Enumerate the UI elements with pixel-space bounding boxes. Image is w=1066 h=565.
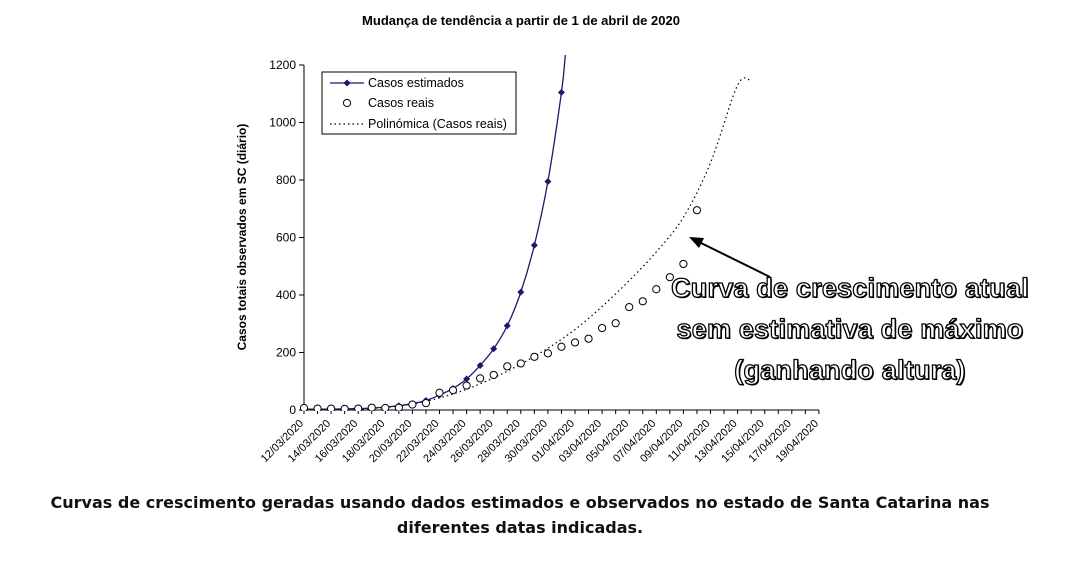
legend-label-polinomica: Polinómica (Casos reais) <box>368 117 507 131</box>
series-reais-point <box>381 403 390 411</box>
series-reais-point <box>300 403 309 411</box>
series-reais-point <box>652 285 661 294</box>
annotation-line-3: (ganhando altura) <box>734 354 967 385</box>
figure-caption: Curvas de crescimento geradas usando dad… <box>40 490 1000 540</box>
caption-line-1: Curvas de crescimento geradas usando dad… <box>50 493 990 512</box>
series-reais-point <box>638 297 647 306</box>
series-estimados-point <box>463 375 471 383</box>
y-tick-label: 200 <box>276 346 296 360</box>
series-estimados-point <box>557 88 565 96</box>
legend: Casos estimados Casos reais Polinómica (… <box>321 71 517 135</box>
series-layer <box>300 55 752 411</box>
series-estimados-point <box>544 177 552 185</box>
series-reais-point <box>570 338 580 347</box>
series-reais-point <box>313 404 322 411</box>
series-estimados-point <box>490 345 498 353</box>
series-estimados-point <box>476 361 484 369</box>
series-reais-point <box>584 334 593 343</box>
series-reais-point <box>340 404 349 411</box>
y-tick-label: 800 <box>276 173 296 187</box>
series-estimados-point <box>530 241 538 249</box>
series-reais-point <box>367 403 376 411</box>
annotation-arrow <box>689 237 771 278</box>
series-reais-point <box>679 259 688 269</box>
legend-label-reais: Casos reais <box>368 96 434 110</box>
chart-title: Mudança de tendência a partir de 1 de ab… <box>362 13 680 28</box>
legend-circle-icon <box>342 98 352 108</box>
series-reais-point <box>598 323 607 333</box>
series-reais-point <box>408 400 417 409</box>
series-reais-point <box>489 370 498 380</box>
series-reais-point <box>557 342 566 351</box>
series-reais-point <box>327 404 336 411</box>
series-polinomica-line <box>303 77 752 411</box>
series-reais-point <box>394 403 403 411</box>
arrow-head-icon <box>689 237 704 248</box>
series-reais-point <box>354 404 363 411</box>
y-axis-label: Casos totais observados em SC (diário) <box>235 124 249 351</box>
y-tick-label: 400 <box>276 288 296 302</box>
annotation-text: Curva de crescimento atual sem estimativ… <box>660 268 1040 391</box>
annotation-line-1: Curva de crescimento atual <box>670 272 1029 303</box>
legend-box <box>321 71 517 135</box>
y-tick-label: 1200 <box>269 58 296 72</box>
series-reais-point <box>462 381 471 390</box>
series-reais-point <box>530 352 539 361</box>
series-reais-point <box>476 374 485 383</box>
y-tick-label: 1000 <box>269 116 296 130</box>
series-reais-point <box>435 388 444 397</box>
annotation-line-2: sem estimativa de máximo <box>676 313 1024 344</box>
chart: Mudança de tendência a partir de 1 de ab… <box>235 13 821 465</box>
y-tick-label: 0 <box>289 403 296 417</box>
y-tick-label: 600 <box>276 231 296 245</box>
series-estimados-point <box>503 322 511 330</box>
series-reais-point <box>625 302 634 312</box>
series-reais-point <box>665 273 674 282</box>
series-reais-point <box>516 359 525 368</box>
legend-label-estimados: Casos estimados <box>368 76 464 90</box>
series-reais-point <box>503 362 512 371</box>
series-reais-point <box>692 206 702 215</box>
series-reais-point <box>611 319 620 328</box>
series-reais-point <box>543 349 553 358</box>
series-reais-point <box>448 386 458 395</box>
series-reais-point <box>421 399 431 408</box>
caption-line-2: diferentes datas indicadas. <box>396 518 644 537</box>
legend-diamond-icon <box>343 79 351 87</box>
series-estimados-point <box>517 288 525 296</box>
